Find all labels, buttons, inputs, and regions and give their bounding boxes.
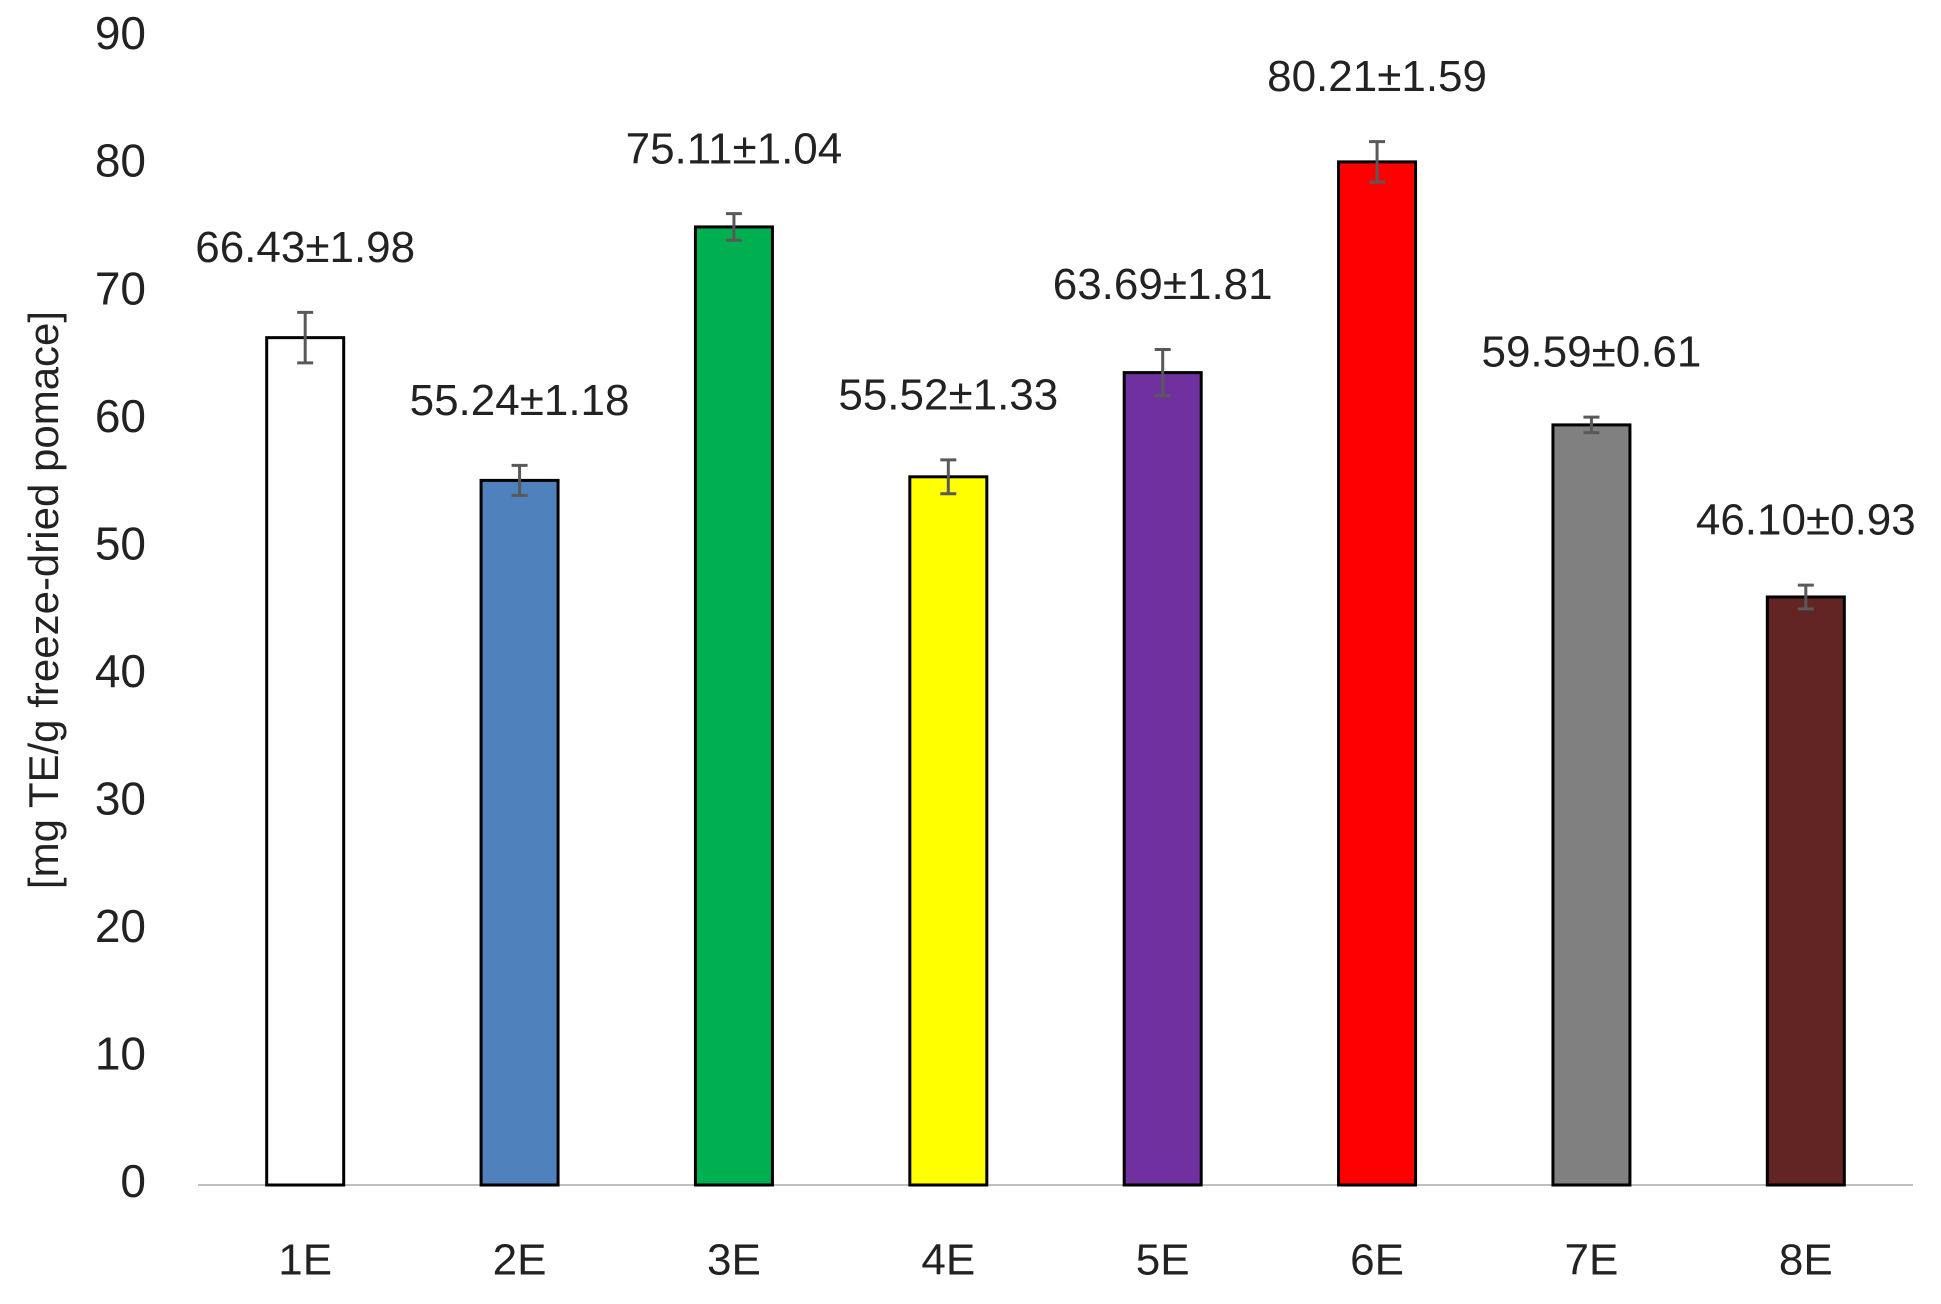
data-label: 46.10±0.93 [1696,496,1916,545]
x-tick-label: 5E [1136,1236,1190,1285]
error-bar [940,458,957,496]
bar [479,478,560,1187]
y-tick-label: 80 [95,135,146,187]
x-tick-label: 1E [278,1236,332,1285]
error-bar [1583,415,1600,435]
bar [908,475,989,1187]
data-label: 59.59±0.61 [1481,328,1701,377]
bar [693,225,774,1187]
y-tick-label: 60 [95,390,146,442]
y-tick-label: 20 [95,900,146,952]
data-label: 63.69±1.81 [1053,260,1273,309]
bar [1337,160,1418,1187]
error-bar [725,212,742,242]
x-tick-label: 6E [1350,1236,1404,1285]
data-label: 80.21±1.59 [1267,52,1487,101]
data-label: 75.11±1.04 [626,124,843,173]
error-bar [1369,140,1386,184]
y-tick-label: 50 [95,517,146,569]
error-bar [1797,583,1814,611]
y-tick-label: 90 [95,7,146,59]
x-tick-label: 3E [707,1236,761,1285]
x-tick-label: 4E [921,1236,975,1285]
bar [1122,371,1203,1187]
y-tick-label: 30 [95,772,146,824]
x-tick-label: 2E [493,1236,547,1285]
data-label: 55.24±1.18 [410,376,630,425]
error-bar [511,463,528,497]
bar [1765,595,1846,1187]
bar [265,336,346,1187]
data-label: 55.52±1.33 [838,370,1058,419]
x-tick-label: 7E [1565,1236,1619,1285]
y-tick-label: 10 [95,1028,146,1080]
error-bar [297,310,314,365]
y-axis-title: [mg TE/g freeze-dried pomace] [20,311,67,889]
x-tick-label: 8E [1779,1236,1833,1285]
error-bar [1154,348,1171,398]
bar [1551,423,1632,1187]
y-tick-label: 40 [95,645,146,697]
data-label: 66.43±1.98 [195,223,415,272]
y-tick-label: 0 [120,1155,146,1207]
y-tick-label: 70 [95,262,146,314]
